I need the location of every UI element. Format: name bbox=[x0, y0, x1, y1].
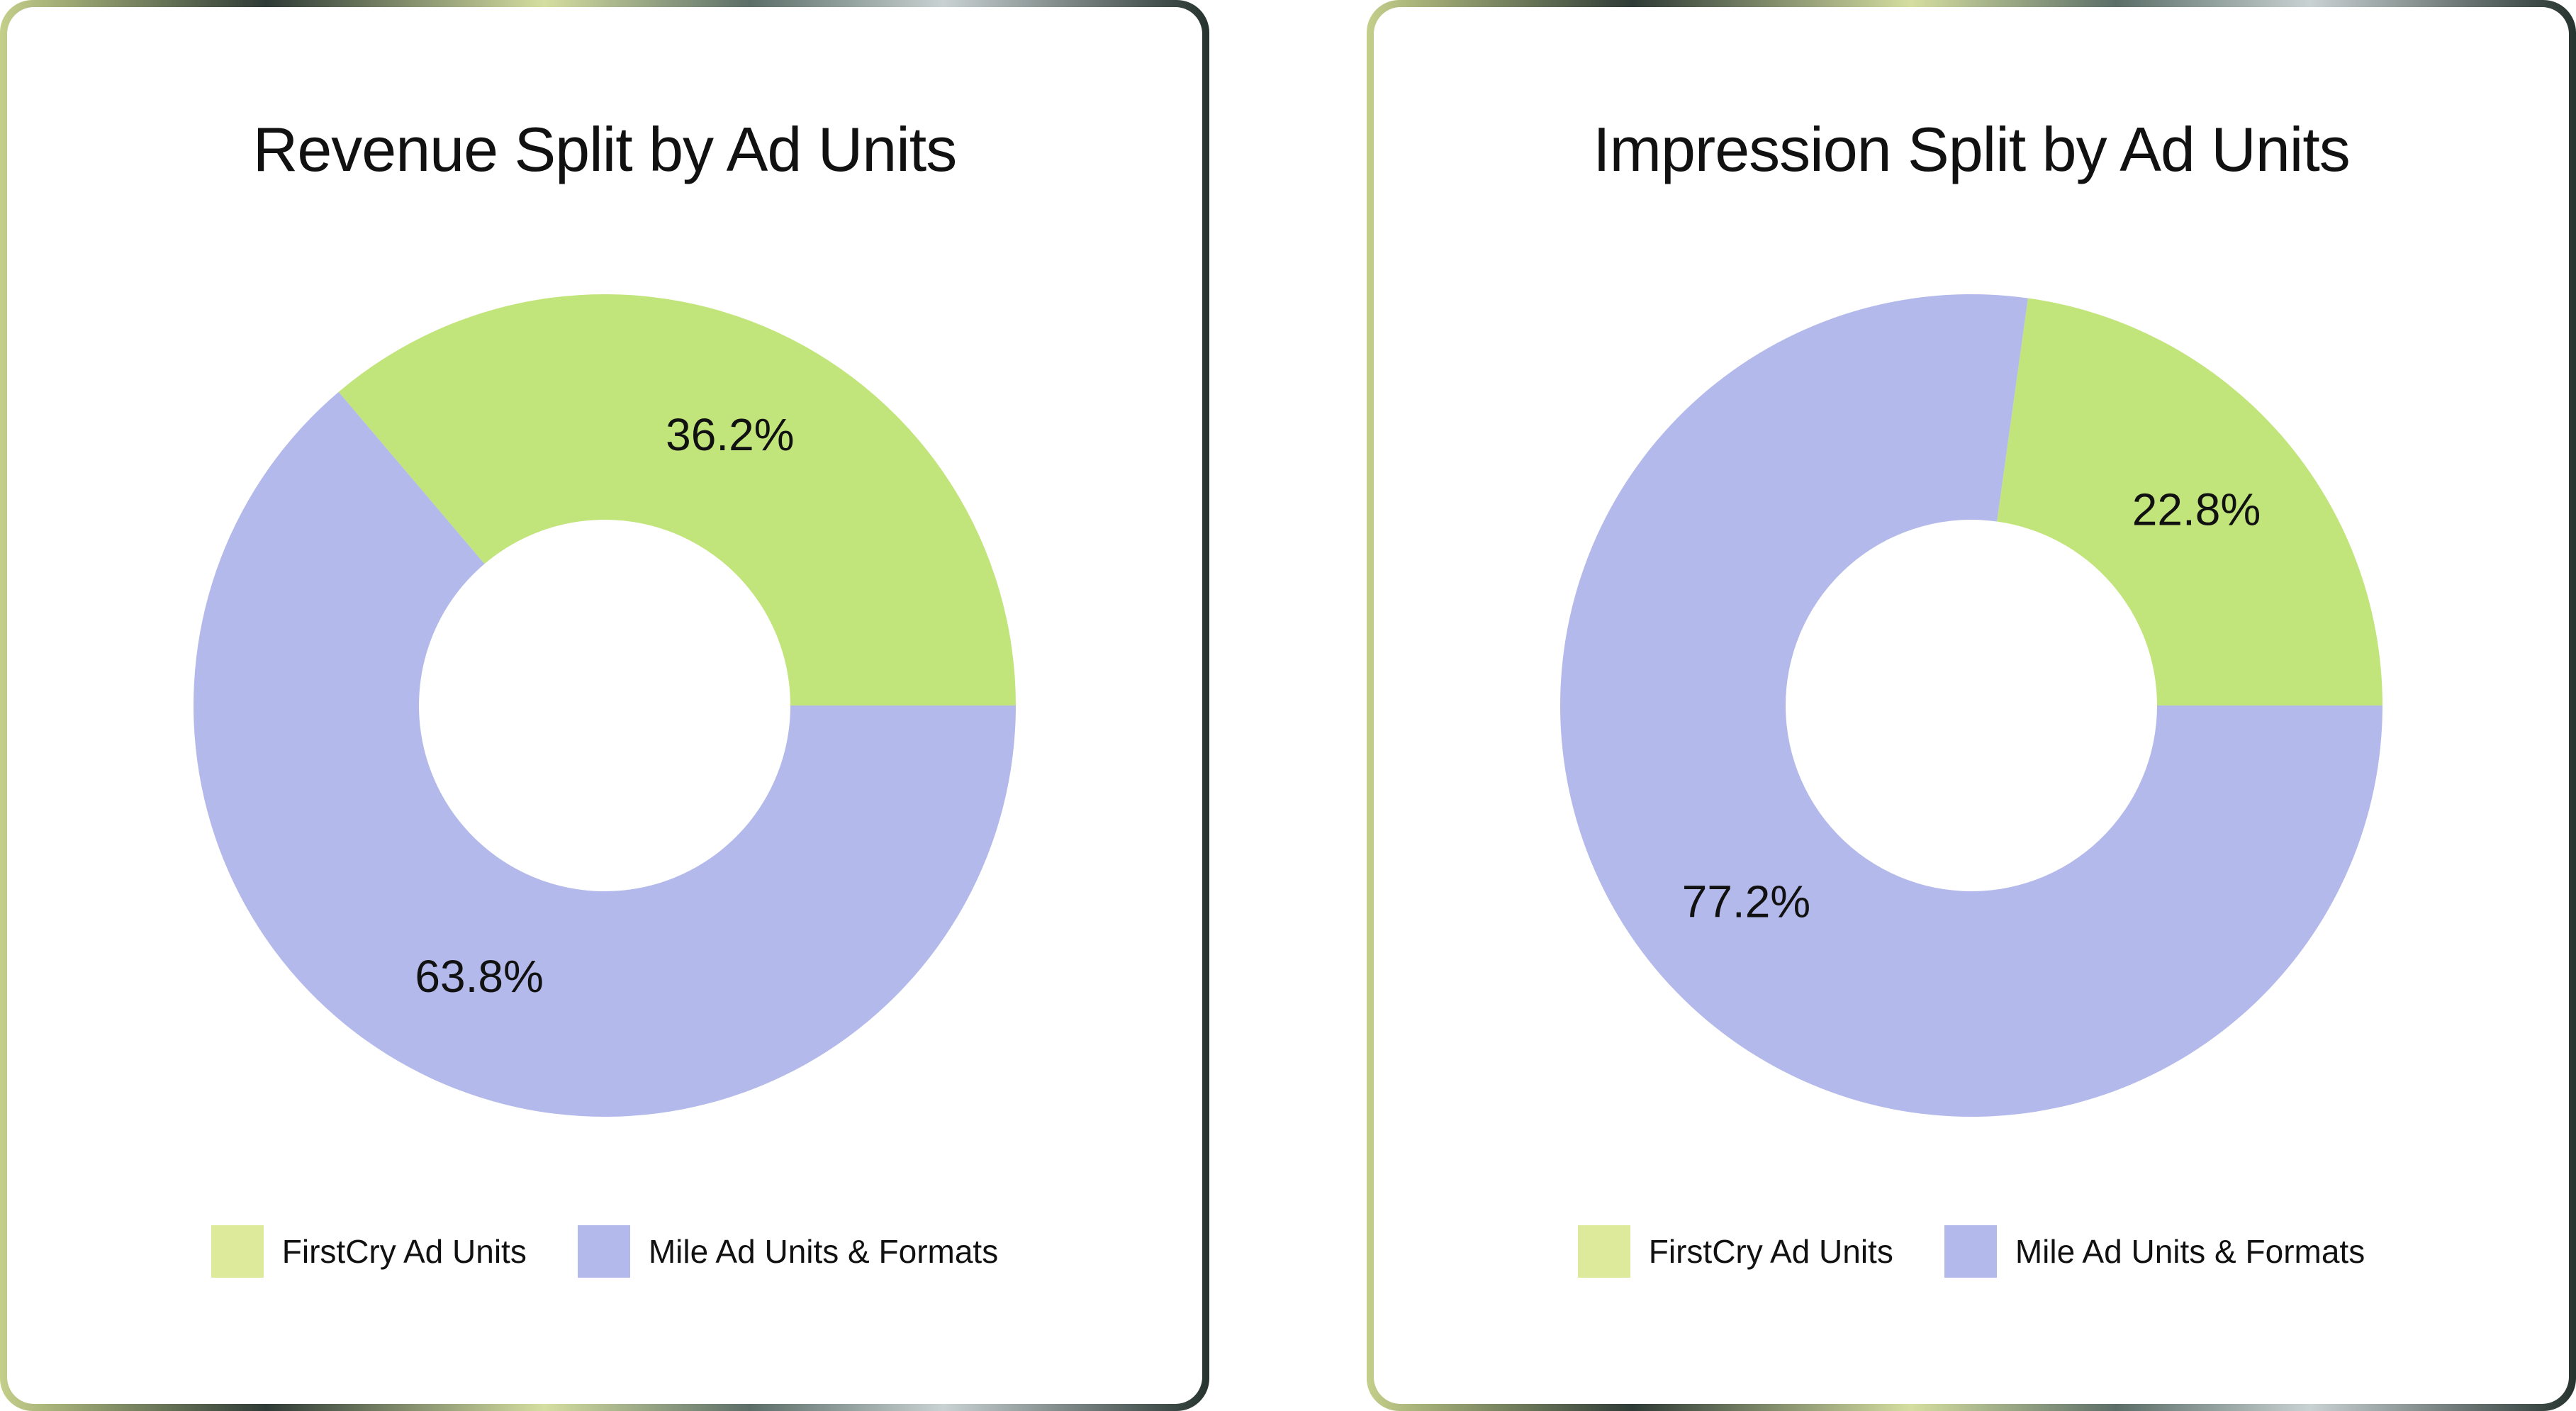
impression-legend-label-mile: Mile Ad Units & Formats bbox=[2015, 1233, 2365, 1270]
impression-donut-chart: 22.8% 77.2% bbox=[1560, 294, 2382, 1117]
impression-slice-label-firstcry: 22.8% bbox=[2132, 484, 2261, 535]
revenue-slice-mile bbox=[193, 391, 1016, 1117]
revenue-chart-title: Revenue Split by Ad Units bbox=[252, 114, 957, 184]
revenue-legend-swatch-firstcry bbox=[211, 1225, 264, 1278]
impression-slice-label-mile: 77.2% bbox=[1682, 876, 1810, 927]
revenue-legend: FirstCry Ad Units Mile Ad Units & Format… bbox=[7, 1225, 1202, 1278]
revenue-split-card: Revenue Split by Ad Units 36.2% 63.8% Fir… bbox=[0, 0, 1209, 1411]
impression-legend-swatch-firstcry bbox=[1577, 1225, 1630, 1278]
revenue-donut-chart: 36.2% 63.8% bbox=[193, 294, 1017, 1117]
revenue-legend-swatch-mile bbox=[577, 1225, 630, 1278]
revenue-legend-label-firstcry: FirstCry Ad Units bbox=[281, 1233, 527, 1270]
revenue-legend-item-mile: Mile Ad Units & Formats bbox=[577, 1225, 999, 1278]
impression-chart-title: Impression Split by Ad Units bbox=[1593, 114, 2351, 184]
revenue-slice-firstcry bbox=[338, 294, 1017, 706]
impression-legend-item-mile: Mile Ad Units & Formats bbox=[1944, 1225, 2365, 1278]
impression-slice-mile bbox=[1560, 294, 2382, 1117]
revenue-split-card-inner: Revenue Split by Ad Units 36.2% 63.8% Fir… bbox=[7, 7, 1202, 1404]
impression-legend-swatch-mile bbox=[1944, 1225, 1997, 1278]
revenue-legend-label-mile: Mile Ad Units & Formats bbox=[648, 1233, 999, 1270]
impression-legend-label-firstcry: FirstCry Ad Units bbox=[1648, 1233, 1893, 1270]
impression-split-card-inner: Impression Split by Ad Units 22.8% 77.2% … bbox=[1374, 7, 2569, 1404]
revenue-legend-item-firstcry: FirstCry Ad Units bbox=[211, 1225, 527, 1278]
revenue-slice-label-mile: 63.8% bbox=[415, 951, 543, 1002]
revenue-slice-label-firstcry: 36.2% bbox=[666, 409, 794, 460]
impression-slice-firstcry bbox=[1997, 298, 2382, 706]
impression-legend-item-firstcry: FirstCry Ad Units bbox=[1577, 1225, 1893, 1278]
impression-split-card: Impression Split by Ad Units 22.8% 77.2% … bbox=[1367, 0, 2576, 1411]
impression-legend: FirstCry Ad Units Mile Ad Units & Format… bbox=[1374, 1225, 2569, 1278]
